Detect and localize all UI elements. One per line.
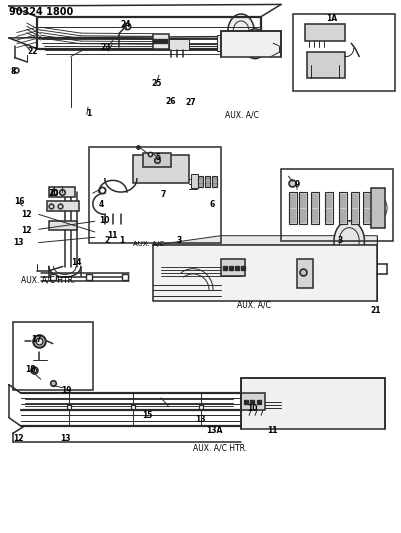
Bar bbox=[47, 201, 79, 211]
Text: 23: 23 bbox=[100, 43, 110, 52]
Text: 10: 10 bbox=[247, 404, 257, 413]
Text: 5: 5 bbox=[155, 153, 160, 162]
Bar bbox=[143, 154, 170, 166]
Bar bbox=[152, 245, 376, 301]
Text: 24: 24 bbox=[120, 20, 130, 29]
Bar bbox=[338, 192, 346, 224]
Bar bbox=[133, 156, 188, 183]
Bar bbox=[292, 14, 394, 91]
Text: 3: 3 bbox=[176, 237, 181, 246]
Text: 26: 26 bbox=[164, 97, 175, 106]
Text: 13: 13 bbox=[13, 238, 23, 247]
Text: 22: 22 bbox=[27, 47, 38, 55]
Text: AUX. A/C: AUX. A/C bbox=[133, 240, 164, 247]
Text: 13A: 13A bbox=[205, 426, 222, 435]
Bar bbox=[89, 147, 221, 243]
Bar bbox=[241, 393, 264, 410]
Bar bbox=[306, 52, 344, 78]
Text: 11: 11 bbox=[266, 426, 277, 435]
Circle shape bbox=[333, 221, 364, 261]
Bar bbox=[298, 192, 306, 224]
Bar bbox=[363, 192, 371, 224]
Text: 21: 21 bbox=[370, 305, 381, 314]
Text: 1: 1 bbox=[86, 109, 91, 118]
Text: 4: 4 bbox=[99, 200, 104, 209]
Bar bbox=[324, 192, 332, 224]
Bar bbox=[212, 176, 217, 187]
Text: 11: 11 bbox=[107, 231, 117, 240]
Bar bbox=[205, 176, 209, 187]
Bar bbox=[280, 169, 392, 241]
Bar bbox=[198, 176, 203, 187]
Polygon shape bbox=[152, 236, 376, 245]
Circle shape bbox=[348, 397, 357, 409]
Text: 27: 27 bbox=[185, 98, 196, 107]
Text: 20: 20 bbox=[48, 189, 58, 198]
Text: 3: 3 bbox=[336, 237, 342, 246]
Bar bbox=[221, 259, 245, 276]
Text: 18: 18 bbox=[26, 365, 36, 374]
Bar bbox=[152, 34, 168, 49]
Bar bbox=[168, 39, 188, 50]
Bar bbox=[49, 221, 77, 230]
Text: 13: 13 bbox=[194, 415, 205, 424]
Text: 12: 12 bbox=[22, 210, 32, 219]
Text: 7: 7 bbox=[160, 190, 165, 199]
Text: 19: 19 bbox=[61, 386, 71, 395]
Text: 10: 10 bbox=[99, 216, 109, 225]
Text: 6: 6 bbox=[209, 200, 214, 209]
Bar bbox=[217, 35, 233, 51]
Text: AUX. A/C: AUX. A/C bbox=[225, 110, 258, 119]
Text: 16: 16 bbox=[14, 197, 24, 206]
Text: 1: 1 bbox=[119, 237, 124, 246]
Text: 1A: 1A bbox=[325, 14, 336, 23]
Bar bbox=[49, 187, 75, 197]
Circle shape bbox=[334, 379, 371, 427]
Bar bbox=[288, 192, 296, 224]
Text: AUX. A/C: AUX. A/C bbox=[237, 300, 270, 309]
Text: 12: 12 bbox=[13, 434, 23, 443]
Circle shape bbox=[227, 14, 254, 49]
Bar bbox=[221, 31, 280, 56]
Bar bbox=[296, 259, 312, 288]
Bar bbox=[371, 188, 384, 228]
Text: 15: 15 bbox=[142, 411, 152, 420]
Bar bbox=[190, 174, 198, 188]
Text: 90324 1800: 90324 1800 bbox=[9, 7, 73, 18]
Bar bbox=[304, 23, 344, 41]
Text: 14: 14 bbox=[71, 259, 81, 267]
Text: 13: 13 bbox=[60, 434, 70, 443]
Text: AUX. A/C HTR.: AUX. A/C HTR. bbox=[192, 444, 247, 453]
Circle shape bbox=[243, 29, 265, 59]
Bar bbox=[13, 322, 93, 390]
Text: 9: 9 bbox=[294, 180, 299, 189]
Text: 25: 25 bbox=[150, 78, 161, 87]
Text: 8: 8 bbox=[11, 67, 16, 76]
Text: 2: 2 bbox=[104, 237, 109, 246]
Text: 17: 17 bbox=[30, 335, 41, 344]
Bar bbox=[350, 192, 358, 224]
Text: AUX. A/C HTR.: AUX. A/C HTR. bbox=[21, 275, 75, 284]
Bar bbox=[241, 378, 384, 429]
Text: 12: 12 bbox=[22, 226, 32, 235]
Bar bbox=[310, 192, 318, 224]
